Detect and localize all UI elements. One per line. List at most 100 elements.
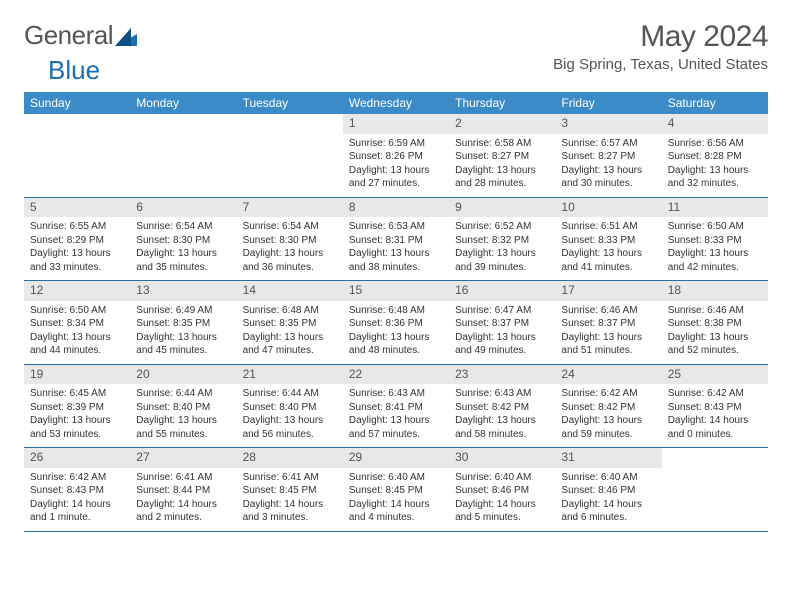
sunrise-text: Sunrise: 6:54 AM (136, 220, 230, 234)
sunrise-text: Sunrise: 6:40 AM (455, 471, 549, 485)
day-content: Sunrise: 6:48 AMSunset: 8:36 PMDaylight:… (343, 301, 449, 364)
daylight-text: Daylight: 14 hours and 2 minutes. (136, 498, 230, 525)
sunset-text: Sunset: 8:43 PM (668, 401, 762, 415)
month-title: May 2024 (553, 20, 768, 54)
sunset-text: Sunset: 8:41 PM (349, 401, 443, 415)
calendar: SundayMondayTuesdayWednesdayThursdayFrid… (24, 92, 768, 532)
sunrise-text: Sunrise: 6:50 AM (30, 304, 124, 318)
day-number: 31 (555, 448, 661, 468)
daylight-text: Daylight: 13 hours and 45 minutes. (136, 331, 230, 358)
day-content: Sunrise: 6:59 AMSunset: 8:26 PMDaylight:… (343, 134, 449, 197)
day-number: 10 (555, 198, 661, 218)
day-2: 2Sunrise: 6:58 AMSunset: 8:27 PMDaylight… (449, 114, 555, 197)
daylight-text: Daylight: 13 hours and 57 minutes. (349, 414, 443, 441)
day-number: 9 (449, 198, 555, 218)
weekday-header: SundayMondayTuesdayWednesdayThursdayFrid… (24, 92, 768, 114)
day-content: Sunrise: 6:51 AMSunset: 8:33 PMDaylight:… (555, 217, 661, 280)
day-7: 7Sunrise: 6:54 AMSunset: 8:30 PMDaylight… (237, 198, 343, 281)
day-13: 13Sunrise: 6:49 AMSunset: 8:35 PMDayligh… (130, 281, 236, 364)
day-content: Sunrise: 6:55 AMSunset: 8:29 PMDaylight:… (24, 217, 130, 280)
sunrise-text: Sunrise: 6:40 AM (349, 471, 443, 485)
week-row: 26Sunrise: 6:42 AMSunset: 8:43 PMDayligh… (24, 448, 768, 532)
daylight-text: Daylight: 13 hours and 49 minutes. (455, 331, 549, 358)
daylight-text: Daylight: 14 hours and 5 minutes. (455, 498, 549, 525)
day-content: Sunrise: 6:58 AMSunset: 8:27 PMDaylight:… (449, 134, 555, 197)
weekday-monday: Monday (130, 92, 236, 114)
day-content: Sunrise: 6:43 AMSunset: 8:42 PMDaylight:… (449, 384, 555, 447)
day-content: Sunrise: 6:40 AMSunset: 8:45 PMDaylight:… (343, 468, 449, 531)
day-18: 18Sunrise: 6:46 AMSunset: 8:38 PMDayligh… (662, 281, 768, 364)
sunset-text: Sunset: 8:39 PM (30, 401, 124, 415)
day-19: 19Sunrise: 6:45 AMSunset: 8:39 PMDayligh… (24, 365, 130, 448)
daylight-text: Daylight: 14 hours and 3 minutes. (243, 498, 337, 525)
sunrise-text: Sunrise: 6:49 AM (136, 304, 230, 318)
sunrise-text: Sunrise: 6:47 AM (455, 304, 549, 318)
day-number: 17 (555, 281, 661, 301)
day-number: 12 (24, 281, 130, 301)
week-row: 5Sunrise: 6:55 AMSunset: 8:29 PMDaylight… (24, 198, 768, 282)
sunrise-text: Sunrise: 6:46 AM (561, 304, 655, 318)
weekday-friday: Friday (555, 92, 661, 114)
day-number: 28 (237, 448, 343, 468)
weekday-thursday: Thursday (449, 92, 555, 114)
sunrise-text: Sunrise: 6:48 AM (243, 304, 337, 318)
sunset-text: Sunset: 8:38 PM (668, 317, 762, 331)
sunrise-text: Sunrise: 6:44 AM (136, 387, 230, 401)
day-number: 20 (130, 365, 236, 385)
day-29: 29Sunrise: 6:40 AMSunset: 8:45 PMDayligh… (343, 448, 449, 531)
sunset-text: Sunset: 8:27 PM (561, 150, 655, 164)
day-22: 22Sunrise: 6:43 AMSunset: 8:41 PMDayligh… (343, 365, 449, 448)
sunset-text: Sunset: 8:44 PM (136, 484, 230, 498)
day-number: 18 (662, 281, 768, 301)
day-content: Sunrise: 6:44 AMSunset: 8:40 PMDaylight:… (130, 384, 236, 447)
day-20: 20Sunrise: 6:44 AMSunset: 8:40 PMDayligh… (130, 365, 236, 448)
logo-icon (115, 28, 137, 46)
day-content: Sunrise: 6:41 AMSunset: 8:44 PMDaylight:… (130, 468, 236, 531)
title-block: May 2024 Big Spring, Texas, United State… (553, 20, 768, 73)
sunrise-text: Sunrise: 6:50 AM (668, 220, 762, 234)
logo-text-1: General (24, 20, 113, 51)
day-content: Sunrise: 6:56 AMSunset: 8:28 PMDaylight:… (662, 134, 768, 197)
sunrise-text: Sunrise: 6:54 AM (243, 220, 337, 234)
day-content: Sunrise: 6:50 AMSunset: 8:33 PMDaylight:… (662, 217, 768, 280)
day-26: 26Sunrise: 6:42 AMSunset: 8:43 PMDayligh… (24, 448, 130, 531)
sunrise-text: Sunrise: 6:41 AM (136, 471, 230, 485)
empty-day: .. (237, 114, 343, 197)
daylight-text: Daylight: 13 hours and 55 minutes. (136, 414, 230, 441)
daylight-text: Daylight: 13 hours and 48 minutes. (349, 331, 443, 358)
sunrise-text: Sunrise: 6:56 AM (668, 137, 762, 151)
sunset-text: Sunset: 8:40 PM (136, 401, 230, 415)
daylight-text: Daylight: 14 hours and 6 minutes. (561, 498, 655, 525)
sunset-text: Sunset: 8:29 PM (30, 234, 124, 248)
sunrise-text: Sunrise: 6:45 AM (30, 387, 124, 401)
sunset-text: Sunset: 8:46 PM (455, 484, 549, 498)
day-8: 8Sunrise: 6:53 AMSunset: 8:31 PMDaylight… (343, 198, 449, 281)
sunset-text: Sunset: 8:40 PM (243, 401, 337, 415)
daylight-text: Daylight: 13 hours and 38 minutes. (349, 247, 443, 274)
day-number: 13 (130, 281, 236, 301)
sunrise-text: Sunrise: 6:59 AM (349, 137, 443, 151)
day-number: 30 (449, 448, 555, 468)
calendar-page: General May 2024 Big Spring, Texas, Unit… (0, 0, 792, 552)
day-24: 24Sunrise: 6:42 AMSunset: 8:42 PMDayligh… (555, 365, 661, 448)
daylight-text: Daylight: 13 hours and 36 minutes. (243, 247, 337, 274)
daylight-text: Daylight: 14 hours and 0 minutes. (668, 414, 762, 441)
day-14: 14Sunrise: 6:48 AMSunset: 8:35 PMDayligh… (237, 281, 343, 364)
day-content: Sunrise: 6:52 AMSunset: 8:32 PMDaylight:… (449, 217, 555, 280)
sunset-text: Sunset: 8:32 PM (455, 234, 549, 248)
empty-day: .. (662, 448, 768, 531)
day-12: 12Sunrise: 6:50 AMSunset: 8:34 PMDayligh… (24, 281, 130, 364)
day-27: 27Sunrise: 6:41 AMSunset: 8:44 PMDayligh… (130, 448, 236, 531)
daylight-text: Daylight: 13 hours and 44 minutes. (30, 331, 124, 358)
sunset-text: Sunset: 8:30 PM (243, 234, 337, 248)
day-30: 30 Sunrise: 6:40 AMSunset: 8:46 PMDayligh… (449, 448, 555, 531)
sunset-text: Sunset: 8:33 PM (561, 234, 655, 248)
day-content: Sunrise: 6:44 AMSunset: 8:40 PMDaylight:… (237, 384, 343, 447)
day-content: Sunrise: 6:42 AMSunset: 8:42 PMDaylight:… (555, 384, 661, 447)
sunrise-text: Sunrise: 6:42 AM (561, 387, 655, 401)
daylight-text: Daylight: 14 hours and 4 minutes. (349, 498, 443, 525)
daylight-text: Daylight: 13 hours and 53 minutes. (30, 414, 124, 441)
week-row: ......1Sunrise: 6:59 AMSunset: 8:26 PMDa… (24, 114, 768, 198)
sunrise-text: Sunrise: 6:42 AM (30, 471, 124, 485)
weekday-saturday: Saturday (662, 92, 768, 114)
